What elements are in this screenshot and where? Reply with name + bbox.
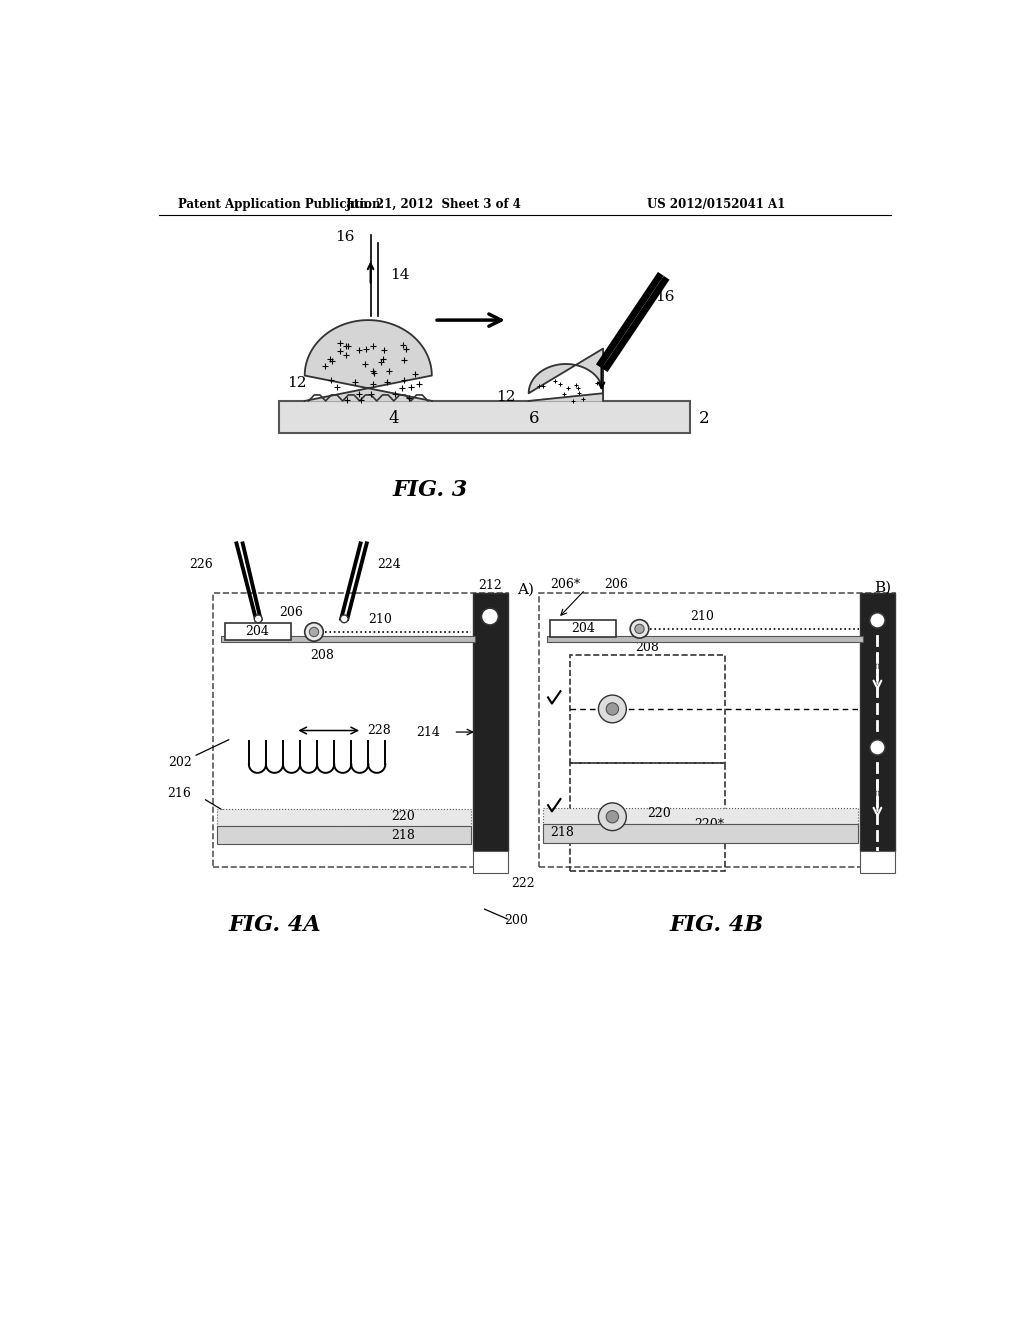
Bar	[217, 809, 471, 826]
Text: B): B)	[874, 581, 891, 594]
Bar	[539, 594, 895, 867]
Text: 220: 220	[647, 807, 671, 820]
Circle shape	[340, 615, 348, 623]
Polygon shape	[528, 348, 603, 401]
Circle shape	[254, 615, 262, 623]
Circle shape	[598, 803, 627, 830]
Text: 226: 226	[189, 558, 213, 572]
Text: 6: 6	[528, 411, 539, 428]
Circle shape	[606, 702, 618, 715]
Text: 228: 228	[368, 723, 391, 737]
Text: 12: 12	[287, 376, 306, 391]
Bar	[225, 623, 291, 640]
Text: 206: 206	[280, 606, 303, 619]
Text: FIG. 4A: FIG. 4A	[229, 913, 322, 936]
Text: 214: 214	[417, 726, 440, 739]
Bar	[473, 851, 508, 873]
Text: Patent Application Publication: Patent Application Publication	[178, 198, 381, 211]
Text: 218: 218	[391, 829, 415, 842]
Text: 204: 204	[571, 622, 595, 635]
Circle shape	[635, 624, 644, 634]
Circle shape	[305, 623, 324, 642]
Text: 212: 212	[478, 579, 502, 593]
Circle shape	[869, 739, 885, 755]
Circle shape	[869, 612, 885, 628]
Text: 16: 16	[335, 230, 354, 244]
Text: 202: 202	[168, 756, 191, 770]
Text: 218: 218	[550, 825, 574, 838]
Text: 222: 222	[512, 878, 536, 890]
Bar	[860, 594, 895, 851]
Bar	[473, 594, 508, 851]
Bar	[543, 825, 858, 843]
Text: 12: 12	[496, 391, 515, 404]
Bar	[550, 620, 616, 638]
Bar	[569, 655, 725, 763]
Text: 224: 224	[378, 558, 401, 572]
Text: 220*: 220*	[693, 818, 724, 832]
Circle shape	[598, 696, 627, 723]
Circle shape	[309, 627, 318, 636]
Polygon shape	[305, 321, 432, 401]
Text: US 2012/0152041 A1: US 2012/0152041 A1	[647, 198, 785, 211]
Bar	[543, 808, 858, 825]
Bar	[860, 851, 895, 873]
Text: FIG. 3: FIG. 3	[392, 479, 468, 500]
Text: 200: 200	[504, 915, 527, 927]
Text: 210: 210	[369, 612, 392, 626]
Text: 216: 216	[168, 787, 191, 800]
Text: A): A)	[517, 582, 535, 597]
Text: 2: 2	[699, 411, 710, 428]
Text: 208: 208	[636, 640, 659, 653]
Circle shape	[606, 810, 618, 822]
Text: 206: 206	[604, 578, 629, 591]
Text: 210: 210	[690, 610, 714, 623]
Text: 208: 208	[310, 649, 334, 663]
Bar	[221, 636, 475, 642]
Text: 206*: 206*	[550, 578, 581, 591]
Bar	[280, 401, 690, 433]
Text: 16: 16	[655, 290, 675, 304]
Circle shape	[630, 619, 649, 638]
Bar	[213, 594, 508, 867]
Text: FIG. 4B: FIG. 4B	[670, 913, 764, 936]
Bar	[547, 636, 862, 642]
Text: 14: 14	[390, 268, 410, 282]
Text: Jun. 21, 2012  Sheet 3 of 4: Jun. 21, 2012 Sheet 3 of 4	[346, 198, 522, 211]
Circle shape	[481, 609, 499, 626]
Text: 204: 204	[246, 626, 269, 639]
Bar	[569, 763, 725, 871]
Text: 220: 220	[391, 810, 415, 824]
Text: 4: 4	[389, 411, 399, 428]
Bar	[217, 826, 471, 845]
